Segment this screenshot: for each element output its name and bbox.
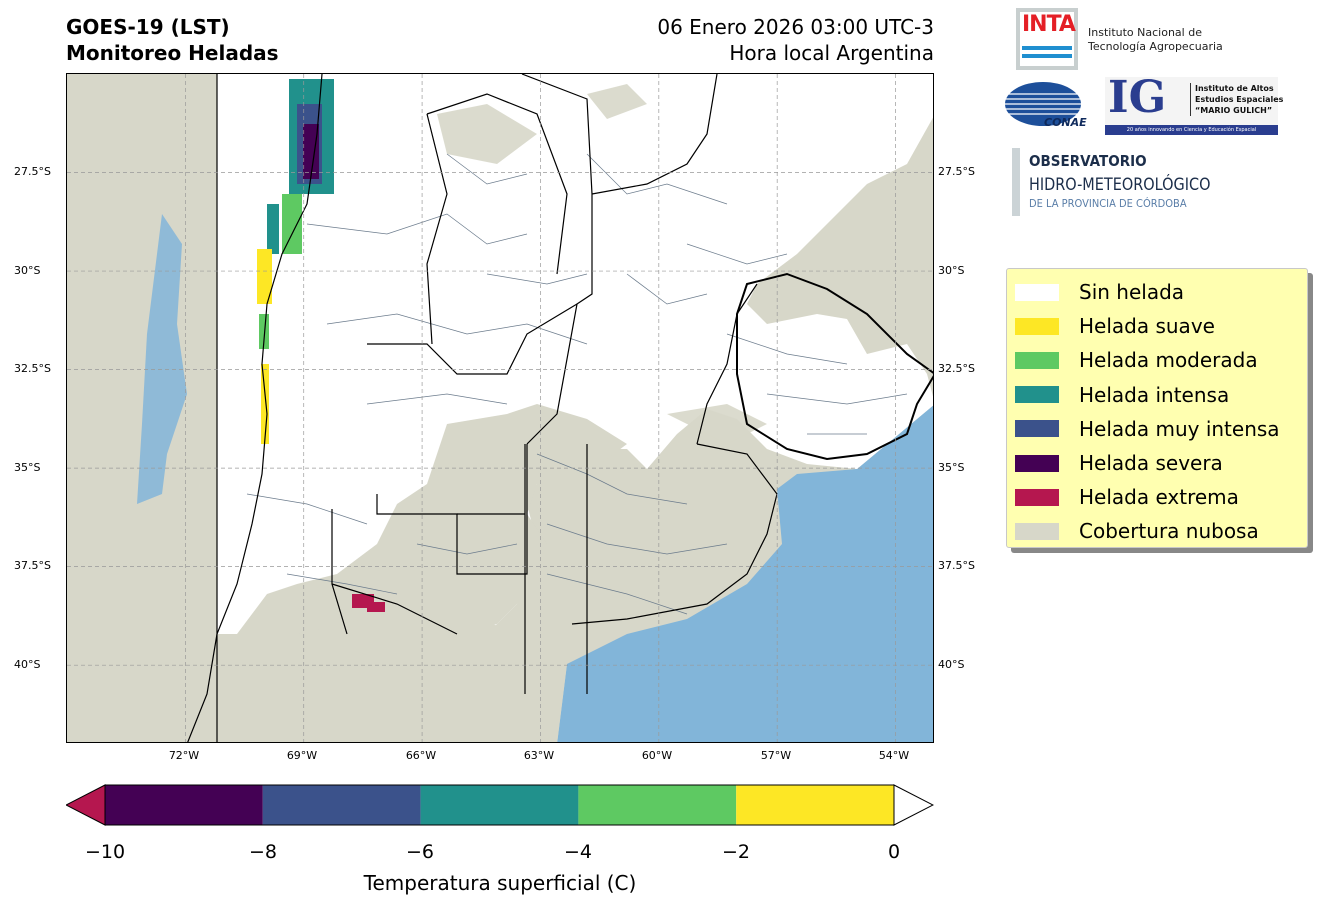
lat-tick-left-30: 30°S <box>14 264 41 277</box>
lon-tick-69: 69°W <box>286 749 318 762</box>
lat-tick-right-35: 35°S <box>938 461 965 474</box>
map-datetime: 06 Enero 2026 03:00 UTC-3 Hora local Arg… <box>657 14 934 66</box>
colorbar-segment <box>105 785 263 825</box>
lon-tick-66: 66°W <box>405 749 437 762</box>
legend-swatch <box>1015 522 1059 540</box>
lat-tick-right-30: 30°S <box>938 264 965 277</box>
lon-tick-63: 63°W <box>523 749 555 762</box>
lon-tick-57: 57°W <box>760 749 792 762</box>
ig-logo-text: Instituto de Altos Estudios Espaciales “… <box>1190 83 1283 116</box>
lat-tick-right-37-5: 37.5°S <box>938 559 975 572</box>
observatorio-line-1: OBSERVATORIO <box>1029 152 1147 170</box>
date-line: 06 Enero 2026 03:00 UTC-3 <box>657 15 934 39</box>
lat-tick-right-40: 40°S <box>938 658 965 671</box>
colorbar-tick-neg6: −6 <box>405 841 435 863</box>
colorbar-tick-0: 0 <box>887 841 901 863</box>
legend-item: Helada severa <box>1015 446 1307 480</box>
title-line-1: GOES-19 (LST) <box>66 15 230 39</box>
legend-item: Helada extrema <box>1015 480 1307 514</box>
colorbar-segment <box>578 785 737 825</box>
colorbar-segment <box>262 785 421 825</box>
ig-line-1: Instituto de Altos <box>1195 84 1274 93</box>
lon-tick-54: 54°W <box>878 749 910 762</box>
department-boundaries <box>246 153 908 615</box>
ig-logo-footer: 20 años innovando en Ciencia y Educación… <box>1105 125 1278 135</box>
chile-ocean-strip <box>137 214 187 504</box>
lat-tick-left-37-5: 37.5°S <box>14 559 51 572</box>
colorbar <box>66 784 934 826</box>
colorbar-over-triangle <box>893 784 934 826</box>
frost-extreme-patch <box>352 594 385 612</box>
ig-line-3: “MARIO GULICH” <box>1195 106 1273 115</box>
colorbar-tick-neg2: −2 <box>721 841 751 863</box>
title-line-2: Monitoreo Heladas <box>66 41 279 65</box>
lon-tick-72: 72°W <box>168 749 200 762</box>
legend-label: Helada severa <box>1079 451 1223 476</box>
inta-logo: INTA <box>1016 8 1078 70</box>
lat-tick-right-27-5: 27.5°S <box>938 165 975 178</box>
colorbar-segment <box>420 785 579 825</box>
lat-tick-left-32-5: 32.5°S <box>14 362 51 375</box>
map-gridlines <box>67 74 933 742</box>
lat-tick-right-32-5: 32.5°S <box>938 362 975 375</box>
legend-swatch <box>1015 351 1059 369</box>
inta-name: Instituto Nacional de Tecnología Agropec… <box>1088 26 1223 54</box>
west-cloud-area <box>67 74 217 742</box>
legend-label: Helada suave <box>1079 314 1215 339</box>
observatorio-line-2: HIDRO-METEOROLÓGICO <box>1029 175 1211 195</box>
map-canvas <box>67 74 933 742</box>
conae-logo-word: CONAE <box>1044 116 1087 129</box>
map-title: GOES-19 (LST) Monitoreo Heladas <box>66 14 279 66</box>
inta-name-line-2: Tecnología Agropecuaria <box>1088 40 1223 53</box>
ig-line-2: Estudios Espaciales <box>1195 95 1284 104</box>
observatorio-logo-bar <box>1012 148 1020 216</box>
ig-logo-letters: IG <box>1108 72 1167 123</box>
observatorio-line-3: DE LA PROVINCIA DE CÓRDOBA <box>1029 197 1187 210</box>
legend-swatch <box>1015 386 1059 404</box>
legend-item: Sin helada <box>1015 275 1307 309</box>
legend-label: Helada moderada <box>1079 348 1258 373</box>
legend-item: Helada intensa <box>1015 378 1307 412</box>
colorbar-tick-neg10: −10 <box>84 841 126 863</box>
colorbar-segment <box>736 785 894 825</box>
ocean-area <box>557 405 933 742</box>
lat-tick-left-40: 40°S <box>14 658 41 671</box>
frost-map <box>66 73 934 743</box>
colorbar-under-triangle <box>66 784 106 826</box>
legend-item: Cobertura nubosa <box>1015 514 1307 548</box>
cloud-patch-north <box>437 84 767 444</box>
colorbar-tick-neg4: −4 <box>563 841 593 863</box>
legend-label: Helada extrema <box>1079 485 1239 510</box>
legend-label: Sin helada <box>1079 280 1185 305</box>
legend-swatch <box>1015 488 1059 506</box>
legend-swatch <box>1015 454 1059 472</box>
legend-swatch <box>1015 283 1059 301</box>
colorbar-label: Temperatura superficial (C) <box>363 871 637 895</box>
lat-tick-left-27-5: 27.5°S <box>14 165 51 178</box>
cloud-patch-south <box>217 614 567 742</box>
local-time-line: Hora local Argentina <box>729 41 934 65</box>
uruguay-border <box>736 272 933 461</box>
conae-logo <box>1005 82 1081 126</box>
province-boundaries <box>187 74 778 742</box>
legend-item: Helada suave <box>1015 309 1307 343</box>
legend-label: Helada intensa <box>1079 382 1230 407</box>
inta-logo-word: INTA <box>1022 12 1076 37</box>
inta-name-line-1: Instituto Nacional de <box>1088 26 1202 39</box>
colorbar-tick-neg8: −8 <box>248 841 278 863</box>
legend-item: Helada moderada <box>1015 343 1307 377</box>
colorbar-segments <box>104 784 895 826</box>
legend-swatch <box>1015 420 1059 438</box>
lat-tick-left-35: 35°S <box>14 461 41 474</box>
legend-label: Cobertura nubosa <box>1079 519 1259 544</box>
legend-swatch <box>1015 317 1059 335</box>
legend-item: Helada muy intensa <box>1015 412 1307 446</box>
lon-tick-60: 60°W <box>641 749 673 762</box>
legend-label: Helada muy intensa <box>1079 416 1280 441</box>
map-legend: Sin helada Helada suave Helada moderada Hel… <box>1006 268 1308 548</box>
